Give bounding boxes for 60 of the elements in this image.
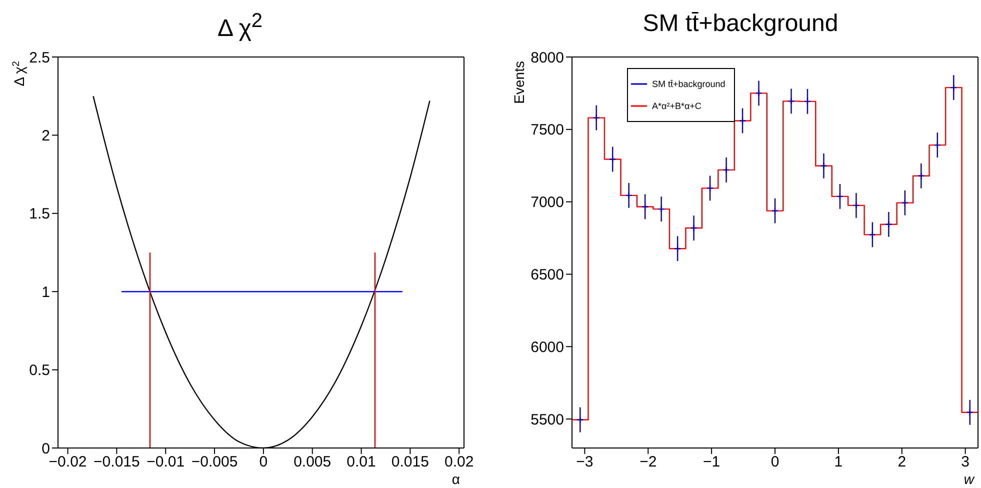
x-tick-label: 0 (259, 454, 268, 471)
point (722, 166, 730, 174)
x-axis-title: w (964, 471, 975, 487)
y-tick-label: 8000 (530, 49, 564, 66)
point (950, 84, 958, 92)
point (966, 408, 974, 416)
point (820, 162, 828, 170)
y-tick-label: 7500 (530, 122, 564, 139)
point (738, 117, 746, 124)
point (868, 231, 876, 238)
point (641, 203, 649, 210)
x-tick-label: 1 (834, 454, 843, 471)
point (625, 192, 632, 200)
y-axis-title: Events (511, 61, 527, 104)
point (885, 220, 892, 228)
point (852, 202, 860, 210)
y-tick-label: 2 (42, 128, 50, 145)
point (658, 205, 665, 213)
legend-label: SM tt̄+background (652, 79, 726, 89)
point (755, 90, 762, 97)
point (690, 224, 698, 232)
point (788, 98, 795, 105)
point (674, 244, 682, 252)
x-tick-label: 3 (961, 454, 970, 471)
y-tick-label: 1 (42, 284, 50, 301)
x-axis-title: α (452, 471, 460, 487)
chart-title: SM tt̄+background (642, 10, 840, 38)
point (901, 199, 909, 206)
y-tick-label: 7000 (530, 194, 564, 212)
x-tick-label: −2 (640, 454, 657, 471)
point (609, 156, 616, 163)
point (934, 141, 941, 149)
x-tick-label: 0.015 (391, 454, 429, 471)
point (592, 114, 600, 122)
y-tick-label: 0.5 (29, 362, 50, 380)
legend-label: A*α²+B*α+C (652, 101, 702, 111)
point (836, 192, 844, 200)
y-tick-label: 1.5 (29, 206, 50, 223)
point (804, 98, 812, 106)
x-tick-label: −3 (576, 454, 594, 471)
x-tick-label: 0 (770, 454, 780, 471)
x-tick-label: −0.02 (48, 454, 87, 471)
x-tick-label: −0.015 (94, 454, 140, 471)
x-tick-label: −0.005 (191, 454, 238, 471)
x-tick-label: −0.01 (146, 454, 185, 471)
point (918, 172, 925, 180)
y-tick-label: 5500 (530, 411, 564, 428)
x-tick-label: 2 (898, 454, 906, 471)
point (576, 416, 584, 424)
x-tick-label: 0.01 (346, 454, 376, 471)
y-tick-label: 0 (42, 440, 50, 458)
y-tick-label: 6500 (530, 266, 564, 284)
point (771, 207, 779, 214)
x-tick-label: 0.02 (444, 454, 474, 471)
point (706, 184, 714, 192)
y-tick-label: 2.5 (29, 49, 50, 66)
x-tick-label: 0.005 (294, 454, 332, 471)
chart-title: Δ χ$^{2}$ (216, 10, 264, 43)
x-tick-label: −1 (703, 454, 720, 471)
y-tick-label: 6000 (530, 338, 564, 356)
